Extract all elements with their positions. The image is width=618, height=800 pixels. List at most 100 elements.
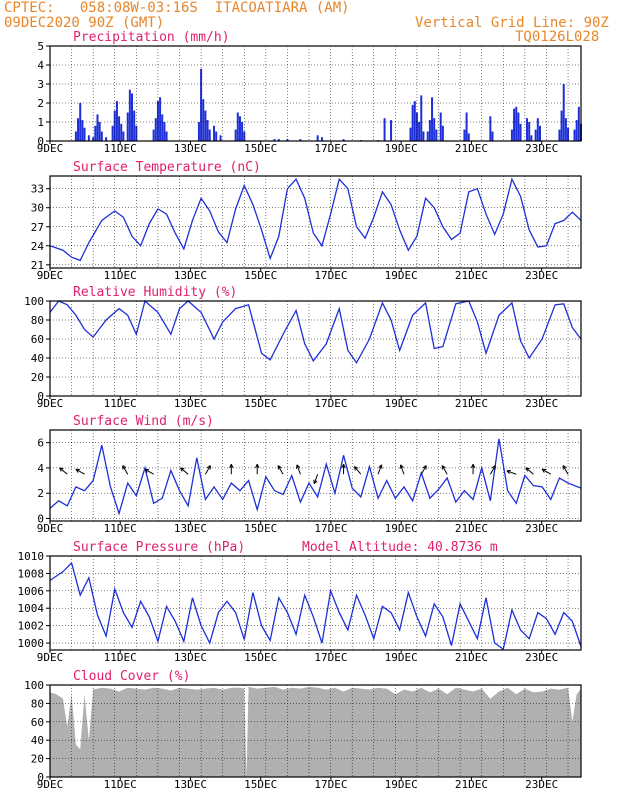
precip-bar <box>433 118 436 141</box>
x-tick-label: 17DEC <box>314 142 347 155</box>
panel-frame <box>49 684 582 778</box>
precip-bar <box>575 120 578 141</box>
wind-arrow-head <box>353 466 356 471</box>
panel-frame <box>49 300 582 397</box>
x-tick-label: 17DEC <box>314 397 347 410</box>
y-tick-label: 3 <box>37 78 44 91</box>
x-tick-label: 11DEC <box>104 651 137 664</box>
y-tick-label: 0 <box>37 390 44 403</box>
panel-annotation: Model Altitude: 40.8736 m <box>302 540 498 555</box>
precip-bar <box>113 110 116 141</box>
wind-arrow-head <box>541 468 545 473</box>
x-tick-label: 19DEC <box>385 522 418 535</box>
wind-arrow <box>525 467 534 475</box>
precip-bar <box>510 129 513 141</box>
x-tick-label: 21DEC <box>455 778 488 791</box>
x-tick-label: 9DEC <box>37 397 64 410</box>
wind-arrow-head <box>277 465 282 469</box>
y-tick-label: 20 <box>31 371 44 384</box>
x-tick-label: 11DEC <box>104 778 137 791</box>
y-tick-label: 2 <box>37 97 44 110</box>
y-tick-label: 1004 <box>18 602 45 615</box>
x-tick-label: 13DEC <box>174 651 207 664</box>
precip-bar <box>536 118 539 141</box>
precip-bar <box>517 112 520 141</box>
wind-arrow <box>562 465 569 475</box>
wind-arrow <box>144 468 154 475</box>
x-tick-label: 9DEC <box>37 522 64 535</box>
y-tick-label: 1010 <box>18 550 45 563</box>
precip-bar <box>390 120 393 141</box>
precip-bar <box>409 127 412 141</box>
x-tick-label: 13DEC <box>174 142 207 155</box>
wind-arrow-head <box>75 468 79 473</box>
precip-bar <box>530 135 533 141</box>
x-tick-label: 17DEC <box>314 269 347 282</box>
precip-bar <box>513 108 516 141</box>
x-tick-label: 21DEC <box>455 269 488 282</box>
precip-bar <box>428 120 431 141</box>
precip-bar <box>435 129 438 141</box>
precip-bar <box>87 135 90 141</box>
precip-bar <box>273 139 276 141</box>
precip-bar <box>420 95 423 141</box>
x-tick-label: 15DEC <box>244 142 277 155</box>
precip-bar <box>213 125 216 141</box>
x-tick-label: 21DEC <box>455 522 488 535</box>
precip-bar <box>534 129 537 141</box>
precip-bar <box>519 123 522 141</box>
panel-title: Relative Humidity (%) <box>73 285 237 300</box>
precip-bar <box>558 129 561 141</box>
wind-arrow-head <box>343 464 346 469</box>
wind-arrow-head <box>180 467 185 470</box>
x-tick-label: 11DEC <box>104 522 137 535</box>
wind-arrow-head <box>59 467 62 472</box>
wind-arrow <box>441 465 448 475</box>
panel-frame <box>49 175 582 269</box>
y-tick-label: 1008 <box>18 567 45 580</box>
precip-bar <box>133 110 136 141</box>
x-tick-label: 21DEC <box>455 651 488 664</box>
wind-arrow <box>180 467 189 475</box>
wind-arrow-head <box>525 467 530 470</box>
precip-bar <box>515 106 518 141</box>
precip-bar <box>567 127 570 141</box>
y-tick-label: 100 <box>24 679 44 692</box>
precip-bar <box>159 97 162 141</box>
wind-arrow-head <box>491 465 496 469</box>
header-line1-left: CPTEC: 058:08W-03:16S ITACOATIARA (AM) <box>4 0 350 16</box>
precip-bar <box>206 120 209 141</box>
wind-arrow-head <box>255 464 258 469</box>
precip-bar <box>96 114 99 141</box>
precip-bar <box>111 125 114 141</box>
precip-bar <box>118 116 121 141</box>
y-tick-label: 60 <box>31 716 44 729</box>
panel-title: Surface Pressure (hPa) <box>73 540 245 555</box>
wind-arrow <box>420 465 427 475</box>
wind-arrow-head <box>400 464 404 468</box>
x-tick-label: 17DEC <box>314 778 347 791</box>
precip-bar <box>204 110 207 141</box>
wind-arrow-head <box>256 464 260 469</box>
precip-bar <box>234 129 237 141</box>
precip-bar <box>165 131 168 141</box>
precip-bar <box>77 118 80 141</box>
precip-bar <box>219 135 222 141</box>
precip-bar <box>491 131 494 141</box>
panel-title: Surface Wind (m/s) <box>73 414 214 429</box>
precip-bar <box>236 112 239 141</box>
wind-arrow-head <box>206 465 211 469</box>
precip-bar <box>215 131 218 141</box>
x-tick-label: 23DEC <box>525 522 558 535</box>
x-tick-label: 13DEC <box>174 397 207 410</box>
y-tick-label: 1 <box>37 116 44 129</box>
wind-arrow-head <box>341 464 345 469</box>
x-tick-label: 9DEC <box>37 142 64 155</box>
wind-arrow-head <box>562 465 567 469</box>
x-tick-label: 11DEC <box>104 142 137 155</box>
x-tick-label: 19DEC <box>385 651 418 664</box>
series-line <box>49 177 582 262</box>
x-tick-label: 23DEC <box>525 397 558 410</box>
x-tick-label: 11DEC <box>104 269 137 282</box>
